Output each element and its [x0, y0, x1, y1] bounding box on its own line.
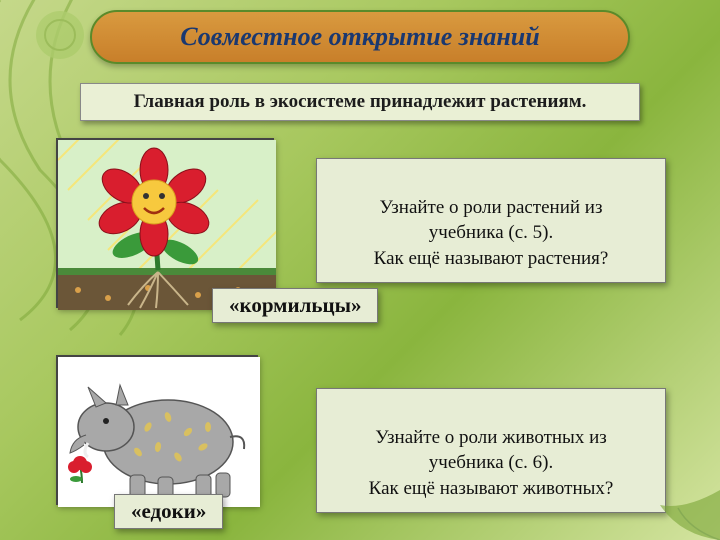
- subtitle-box: Главная роль в экосистеме принадлежит ра…: [80, 83, 640, 121]
- plants-label: «кормильцы»: [212, 288, 378, 323]
- title-text: Совместное открытие знаний: [180, 22, 539, 52]
- corner-leaf-icon: [630, 450, 720, 540]
- plants-text-box: Узнайте о роли растений из учебника (с. …: [316, 158, 666, 283]
- plants-text: Узнайте о роли растений из учебника (с. …: [374, 197, 609, 269]
- subtitle-text: Главная роль в экосистеме принадлежит ра…: [134, 91, 587, 112]
- animals-text: Узнайте о роли животных из учебника (с. …: [369, 427, 614, 499]
- animal-illustration: [56, 355, 258, 505]
- flower-illustration: [56, 138, 274, 308]
- title-banner: Совместное открытие знаний: [90, 10, 630, 64]
- animals-label: «едоки»: [114, 494, 223, 529]
- animals-text-box: Узнайте о роли животных из учебника (с. …: [316, 388, 666, 513]
